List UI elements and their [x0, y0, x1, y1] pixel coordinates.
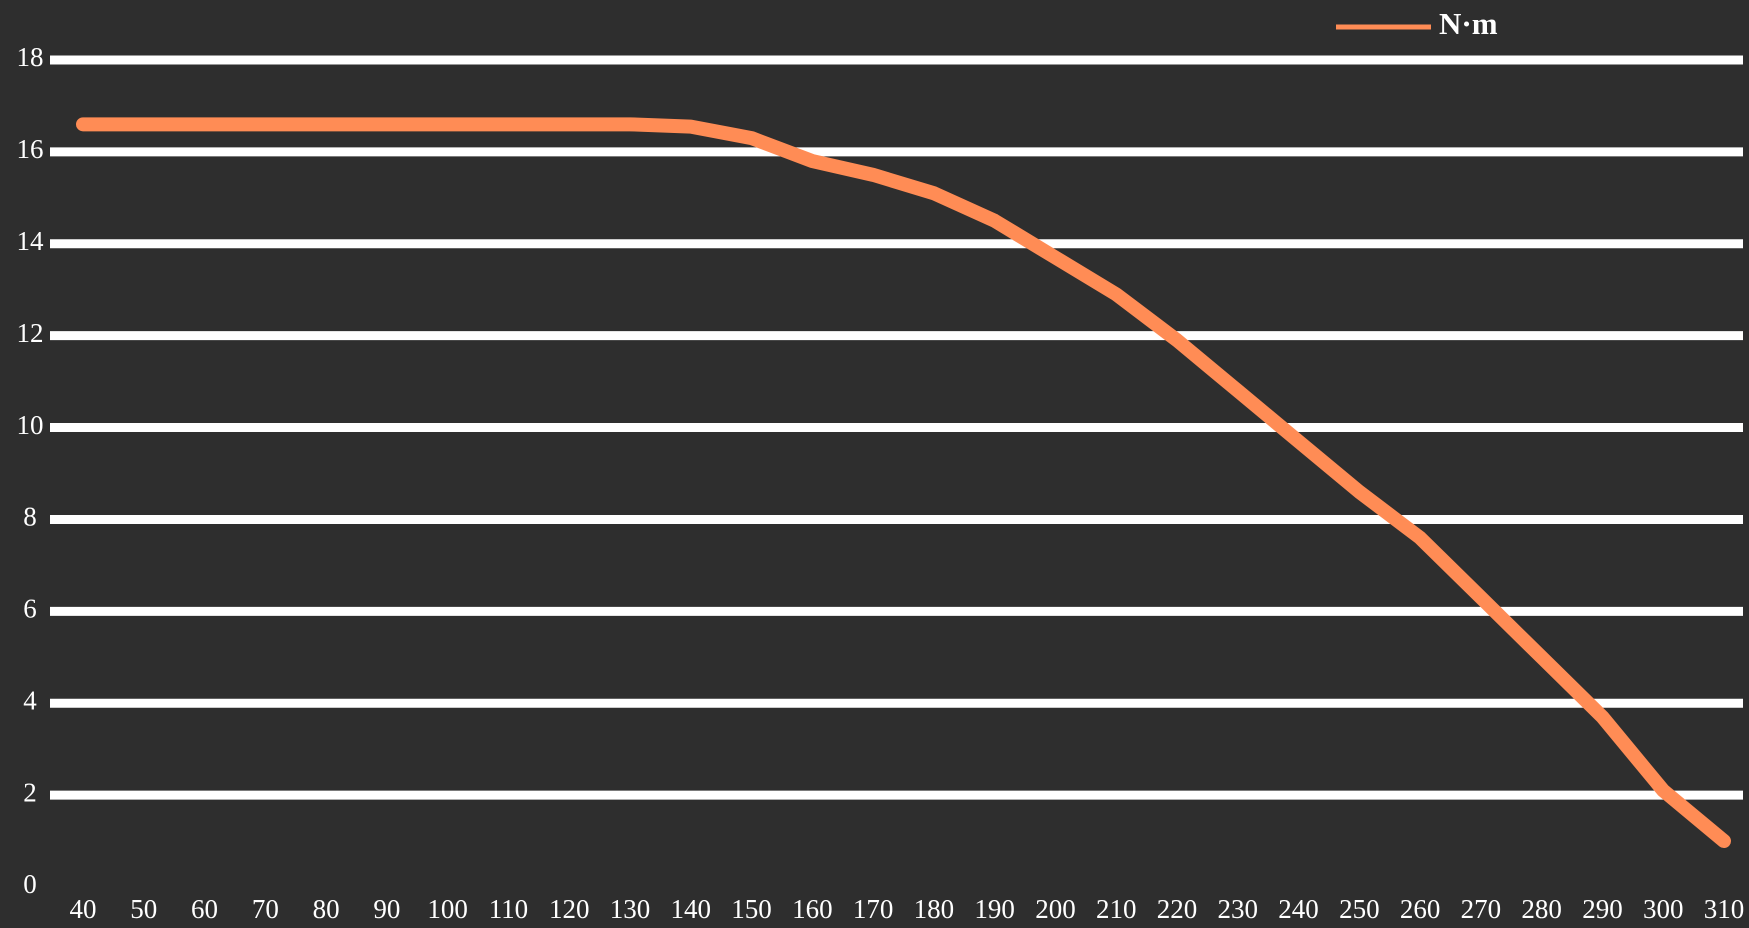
legend-label: N·m	[1439, 6, 1498, 41]
y-tick-label: 16	[17, 134, 44, 164]
y-tick-label: 8	[23, 502, 37, 532]
x-tick-label: 110	[489, 894, 529, 924]
y-tick-label: 12	[17, 318, 44, 348]
data-line	[76, 117, 1731, 849]
y-tick-label: 18	[17, 42, 44, 72]
x-tick-label: 140	[671, 894, 712, 924]
y-tick-label: 6	[23, 594, 37, 624]
x-tick-label: 240	[1278, 894, 1319, 924]
x-tick-label: 280	[1521, 894, 1562, 924]
x-tick-label: 290	[1582, 894, 1623, 924]
y-tick-label: 10	[17, 410, 44, 440]
x-tick-label: 210	[1096, 894, 1137, 924]
x-tick-label: 60	[191, 894, 218, 924]
y-tick-label: 2	[23, 777, 37, 807]
x-tick-label: 220	[1157, 894, 1198, 924]
x-tick-label: 70	[252, 894, 279, 924]
x-tick-label: 230	[1218, 894, 1259, 924]
x-tick-label: 90	[373, 894, 400, 924]
x-tick-label: 80	[313, 894, 340, 924]
x-tick-label: 40	[70, 894, 97, 924]
x-tick-label: 200	[1035, 894, 1076, 924]
x-tick-label: 130	[610, 894, 651, 924]
x-tick-label: 150	[731, 894, 772, 924]
x-tick-label: 160	[792, 894, 833, 924]
x-tick-label: 180	[914, 894, 955, 924]
y-tick-label: 4	[23, 685, 37, 715]
y-tick-label: 0	[23, 869, 37, 899]
x-tick-label: 250	[1339, 894, 1380, 924]
x-tick-label: 50	[130, 894, 157, 924]
x-tick-label: 190	[974, 894, 1015, 924]
x-tick-label: 270	[1461, 894, 1502, 924]
x-tick-label: 300	[1643, 894, 1684, 924]
x-tick-label: 120	[549, 894, 590, 924]
x-tick-label: 310	[1704, 894, 1745, 924]
x-tick-label: 100	[427, 894, 468, 924]
x-tick-label: 170	[853, 894, 894, 924]
x-tick-label: 260	[1400, 894, 1441, 924]
y-tick-label: 14	[17, 226, 45, 256]
